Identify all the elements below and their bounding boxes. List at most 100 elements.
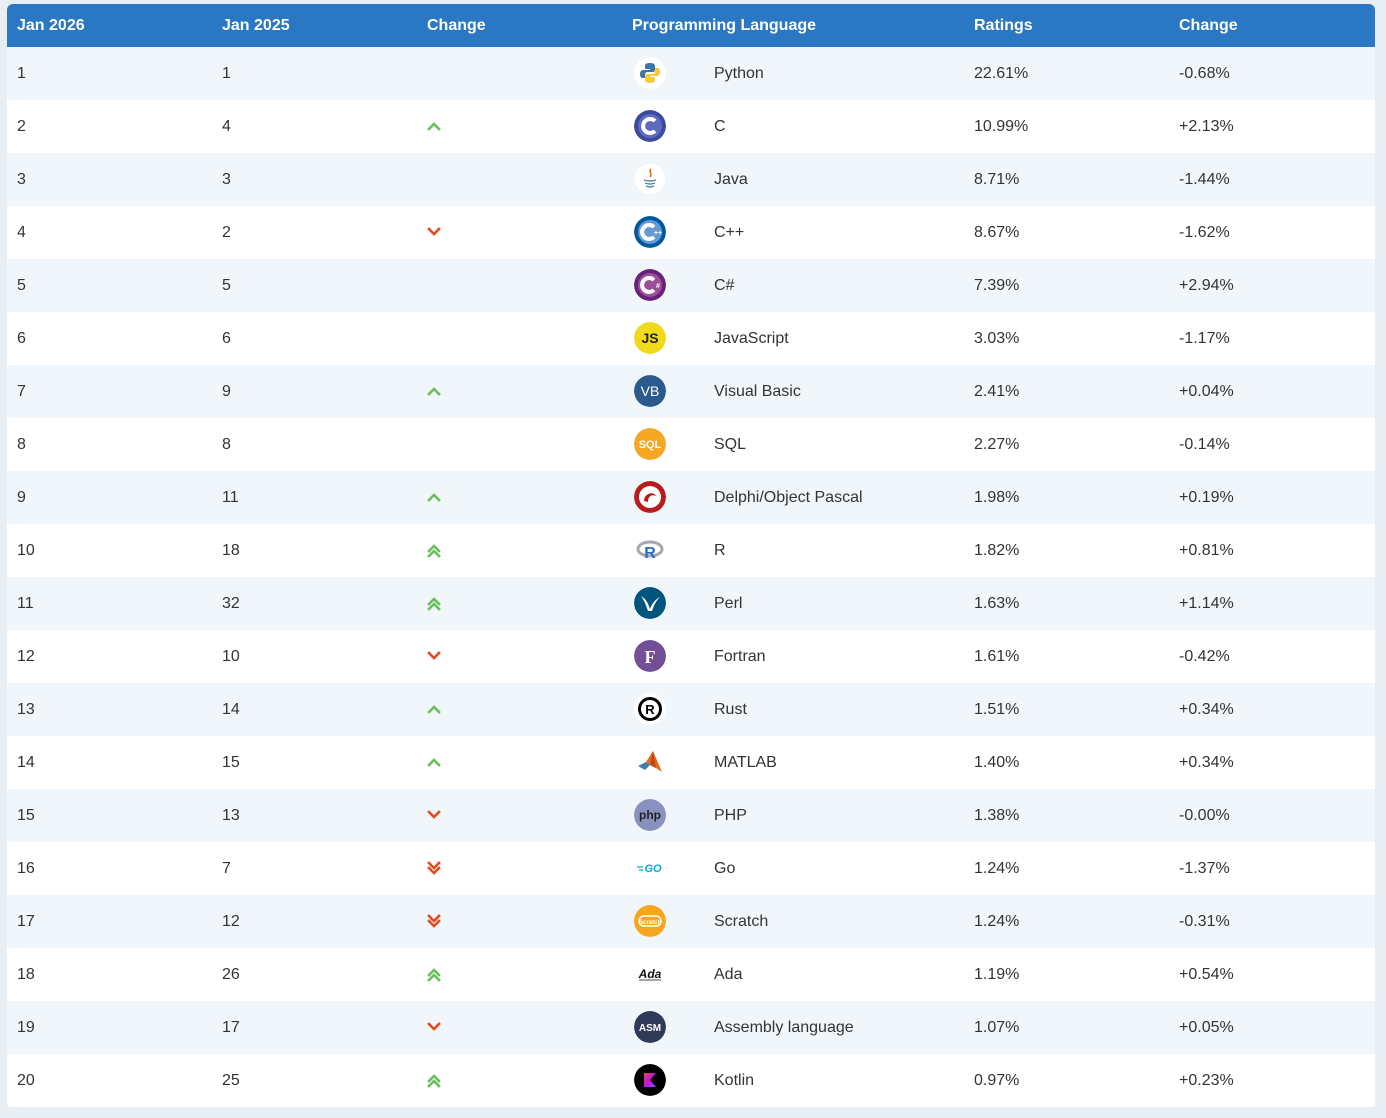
chevron-up-icon xyxy=(426,383,442,399)
table-row: 20 25 Kotlin 0.97% +0.23% xyxy=(7,1054,1375,1107)
language-name: JavaScript xyxy=(714,330,789,347)
language-name: Scratch xyxy=(714,913,769,930)
table-row: 16 7 GO Go 1.24% -1.37% xyxy=(7,842,1375,895)
svg-text:php: php xyxy=(639,808,661,822)
table-row: 19 17 ASM Assembly language 1.07% +0.05% xyxy=(7,1001,1375,1054)
python-icon xyxy=(634,57,666,89)
double-chevron-up-icon xyxy=(426,966,442,982)
rank-jan-2025: 7 xyxy=(222,860,231,877)
svg-text:ASM: ASM xyxy=(639,1023,661,1034)
language-name: C# xyxy=(714,277,735,294)
language-name: PHP xyxy=(714,807,747,824)
rating-value: 1.61% xyxy=(974,648,1020,665)
svg-text:SQL: SQL xyxy=(639,439,662,451)
rank-jan-2026: 10 xyxy=(17,542,35,559)
rank-jan-2025: 2 xyxy=(222,224,231,241)
rank-jan-2025: 3 xyxy=(222,171,231,188)
rating-change: -0.14% xyxy=(1179,436,1230,453)
php-icon: php xyxy=(634,799,666,831)
language-name: Fortran xyxy=(714,648,766,665)
chevron-down-icon xyxy=(426,224,442,240)
chevron-up-icon xyxy=(426,701,442,717)
csharp-icon: # xyxy=(634,269,666,301)
sql-icon: SQL xyxy=(634,428,666,460)
rating-change: -1.62% xyxy=(1179,224,1230,241)
chevron-down-icon xyxy=(426,1019,442,1035)
rating-change: -0.31% xyxy=(1179,913,1230,930)
language-name: Assembly language xyxy=(714,1019,854,1036)
double-chevron-down-icon xyxy=(426,913,442,929)
rank-jan-2025: 25 xyxy=(222,1072,240,1089)
rank-jan-2025: 13 xyxy=(222,807,240,824)
svg-text:JS: JS xyxy=(641,330,658,346)
rank-jan-2025: 17 xyxy=(222,1019,240,1036)
rank-jan-2025: 8 xyxy=(222,436,231,453)
svg-text:R: R xyxy=(644,545,656,562)
rank-jan-2025: 11 xyxy=(222,489,239,506)
language-name: Java xyxy=(714,171,748,188)
visual-basic-icon: VB xyxy=(634,375,666,407)
rank-jan-2026: 15 xyxy=(17,807,35,824)
ada-icon: Ada xyxy=(634,958,666,990)
rank-jan-2025: 9 xyxy=(222,383,231,400)
table-row: 9 11 Delphi/Object Pascal 1.98% +0.19% xyxy=(7,471,1375,524)
svg-text:#: # xyxy=(656,283,660,290)
rank-jan-2026: 4 xyxy=(17,224,26,241)
rank-jan-2026: 7 xyxy=(17,383,26,400)
rank-jan-2025: 15 xyxy=(222,754,240,771)
go-icon: GO xyxy=(634,852,666,884)
double-chevron-down-icon xyxy=(426,860,442,876)
table-row: 17 12 Scratch Scratch 1.24% -0.31% xyxy=(7,895,1375,948)
rank-jan-2026: 14 xyxy=(17,754,35,771)
table-row: 18 26 Ada Ada 1.19% +0.54% xyxy=(7,948,1375,1001)
rank-jan-2026: 16 xyxy=(17,860,35,877)
delphi-icon xyxy=(634,481,666,513)
rating-value: 8.71% xyxy=(974,171,1020,188)
kotlin-icon xyxy=(634,1064,666,1096)
rank-jan-2026: 1 xyxy=(17,65,26,82)
double-chevron-up-icon xyxy=(426,595,442,611)
language-name: Rust xyxy=(714,701,747,718)
double-chevron-up-icon xyxy=(426,542,442,558)
rank-jan-2025: 32 xyxy=(222,595,240,612)
rank-jan-2026: 5 xyxy=(17,277,26,294)
rating-value: 1.38% xyxy=(974,807,1020,824)
rank-jan-2026: 20 xyxy=(17,1072,35,1089)
header-programming-language[interactable]: Programming Language xyxy=(632,17,817,34)
rating-change: -0.00% xyxy=(1179,807,1230,824)
matlab-icon xyxy=(634,746,666,778)
svg-text:Scratch: Scratch xyxy=(639,920,661,926)
table-row: 14 15 MATLAB 1.40% +0.34% xyxy=(7,736,1375,789)
svg-text:GO: GO xyxy=(644,863,662,875)
rating-change: -1.37% xyxy=(1179,860,1230,877)
chevron-up-icon xyxy=(426,489,442,505)
rank-jan-2026: 3 xyxy=(17,171,26,188)
header-jan-2025[interactable]: Jan 2025 xyxy=(222,17,290,34)
chevron-down-icon xyxy=(426,807,442,823)
rank-jan-2026: 8 xyxy=(17,436,26,453)
double-chevron-up-icon xyxy=(426,1072,442,1088)
rank-jan-2026: 9 xyxy=(17,489,26,506)
rating-value: 1.82% xyxy=(974,542,1020,559)
language-name: Go xyxy=(714,860,736,877)
table-row: 11 32 Perl 1.63% +1.14% xyxy=(7,577,1375,630)
rating-value: 7.39% xyxy=(974,277,1020,294)
svg-text:VB: VB xyxy=(641,383,660,399)
rating-change: +0.23% xyxy=(1179,1072,1234,1089)
header-ratings[interactable]: Ratings xyxy=(974,17,1033,34)
table-row: 8 8 SQL SQL 2.27% -0.14% xyxy=(7,418,1375,471)
header-jan-2026[interactable]: Jan 2026 xyxy=(17,17,85,34)
rating-change: +0.81% xyxy=(1179,542,1234,559)
rust-icon: R xyxy=(634,693,666,725)
header-rating-change[interactable]: Change xyxy=(1179,17,1238,34)
rating-change: +0.34% xyxy=(1179,701,1234,718)
rank-jan-2025: 14 xyxy=(222,701,240,718)
rating-change: +0.05% xyxy=(1179,1019,1234,1036)
header-position-change[interactable]: Change xyxy=(427,17,486,34)
rating-value: 1.40% xyxy=(974,754,1020,771)
svg-text:Ada: Ada xyxy=(638,967,662,981)
language-name: R xyxy=(714,542,726,559)
rating-change: -1.44% xyxy=(1179,171,1230,188)
rating-change: -0.42% xyxy=(1179,648,1230,665)
svg-text:++: ++ xyxy=(654,230,662,237)
